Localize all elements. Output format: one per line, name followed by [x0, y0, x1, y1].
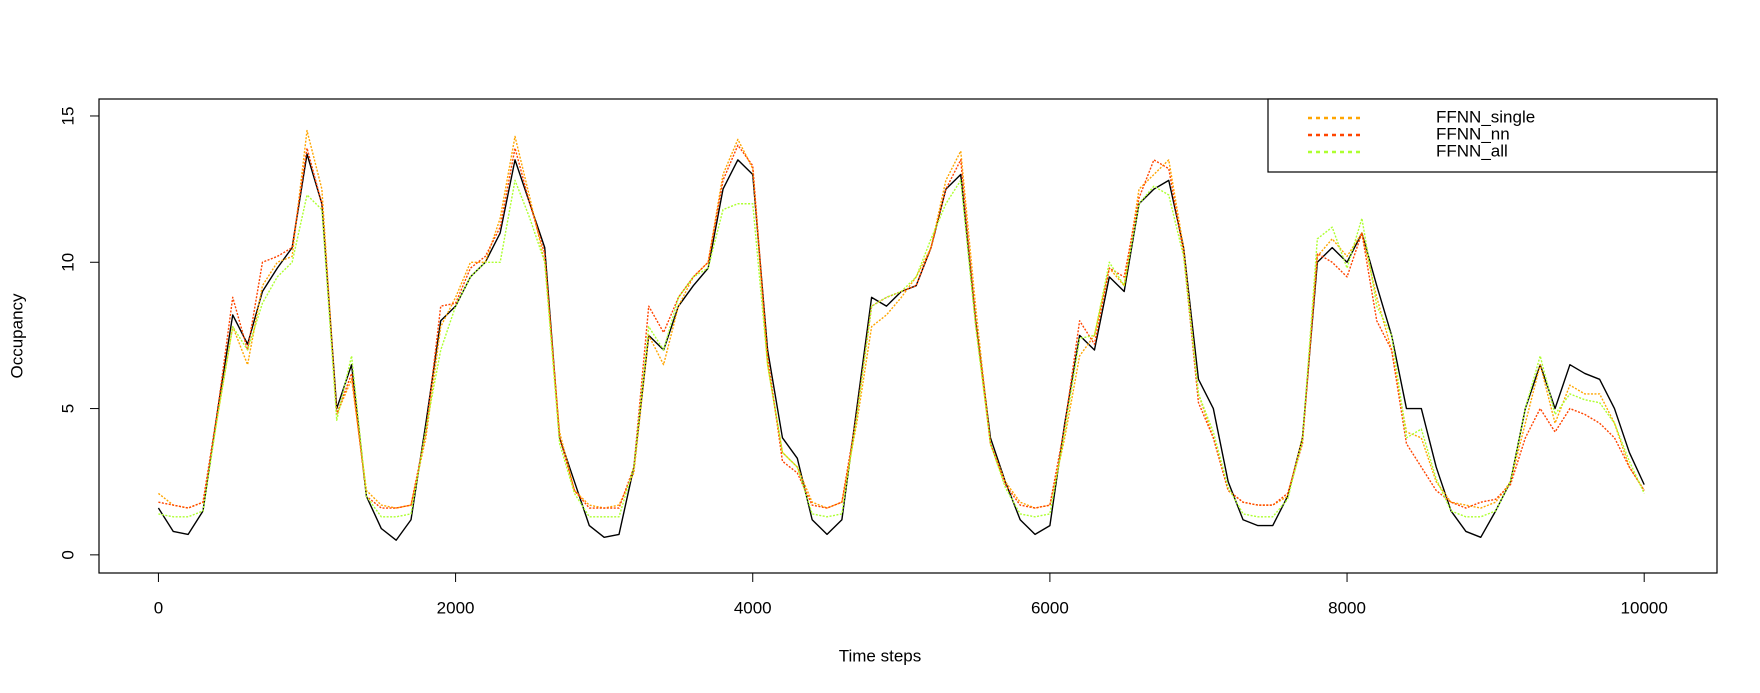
- y-tick-label: 0: [58, 550, 77, 559]
- series-line: [158, 144, 1645, 509]
- y-tick-label: 5: [58, 404, 77, 413]
- y-axis-label: Occupancy: [7, 293, 26, 379]
- series-line: [158, 179, 1645, 518]
- x-tick-label: 10000: [1621, 598, 1668, 617]
- x-tick-label: 0: [154, 598, 163, 617]
- x-axis-label: Time steps: [839, 646, 922, 665]
- y-tick-label: 15: [58, 107, 77, 126]
- legend-label: FFNN_single: [1436, 107, 1535, 126]
- x-tick-label: 4000: [734, 598, 772, 617]
- x-tick-label: 6000: [1031, 598, 1069, 617]
- series-line: [157, 153, 1645, 541]
- series-line: [157, 129, 1645, 509]
- legend-label: FFNN_all: [1436, 141, 1508, 160]
- x-tick-label: 8000: [1328, 598, 1366, 617]
- x-tick-label: 2000: [437, 598, 475, 617]
- y-tick-label: 10: [58, 253, 77, 272]
- legend-label: FFNN_nn: [1436, 124, 1510, 143]
